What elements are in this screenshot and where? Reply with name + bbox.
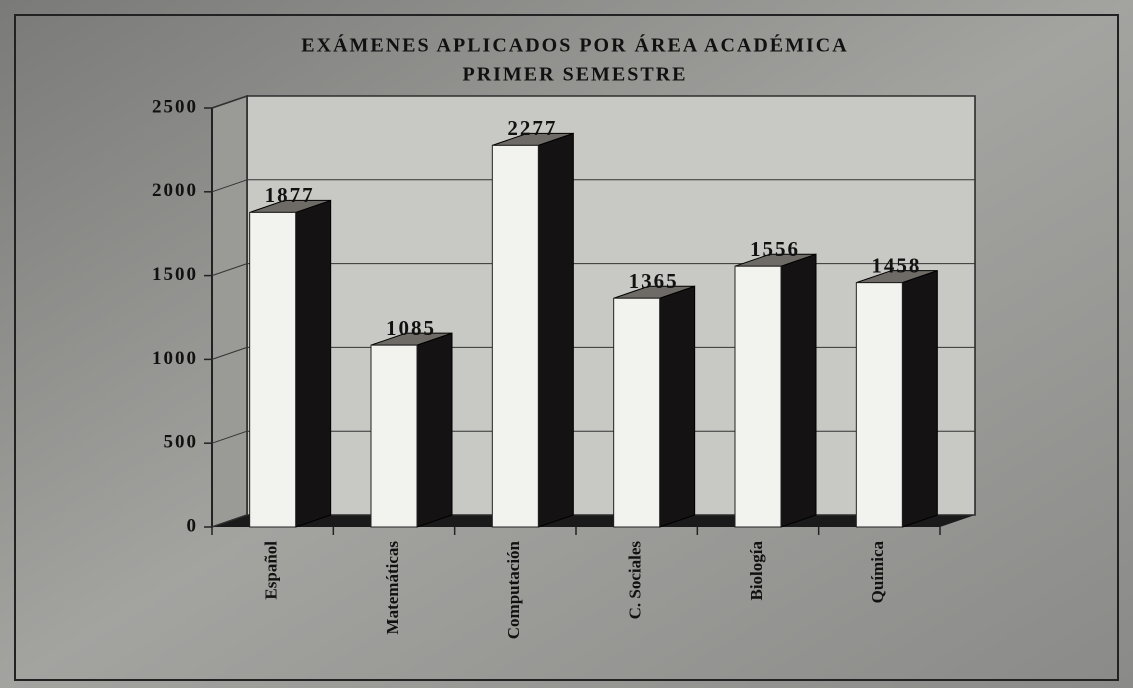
grid-line xyxy=(211,179,248,193)
data-label: 1458 xyxy=(871,253,921,277)
data-label: 1085 xyxy=(386,316,436,340)
data-label: 1365 xyxy=(629,269,679,293)
chart-title: EXÁMENES APLICADOS POR ÁREA ACADÉMICA xyxy=(301,34,848,57)
x-tick-label: Biología xyxy=(747,541,766,601)
chart-subtitle: PRIMER SEMESTRE xyxy=(462,64,687,86)
x-tick-label: Química xyxy=(868,541,887,604)
bar-side xyxy=(295,199,332,528)
data-label: 2277 xyxy=(507,116,557,140)
data-label: 1556 xyxy=(750,237,800,261)
data-label: 1877 xyxy=(265,183,315,207)
x-tick-label: Matemáticas xyxy=(383,541,402,635)
bar xyxy=(491,144,539,528)
bar-side xyxy=(537,132,574,528)
bar xyxy=(613,297,661,528)
grid-line xyxy=(211,263,248,277)
bar-side xyxy=(416,332,453,528)
bar xyxy=(249,211,297,528)
chart-frame xyxy=(14,14,1119,681)
grid-line xyxy=(211,514,248,528)
bar xyxy=(855,282,903,528)
grid-line xyxy=(211,95,248,109)
x-tick-label: C. Sociales xyxy=(626,541,645,620)
side-wall xyxy=(211,94,248,529)
bar xyxy=(734,265,782,528)
bar-side xyxy=(901,269,938,528)
y-tick-label: 0 xyxy=(187,515,199,536)
grid-line xyxy=(211,346,248,360)
bar xyxy=(370,344,418,528)
y-tick-label: 500 xyxy=(164,432,199,453)
x-tick-label: Computación xyxy=(504,540,523,639)
y-tick-label: 2500 xyxy=(152,96,198,117)
x-tick-label: Español xyxy=(262,541,281,600)
grid-line xyxy=(211,430,248,444)
bar-side xyxy=(659,285,696,528)
y-tick-label: 2000 xyxy=(152,180,198,201)
y-tick-label: 1000 xyxy=(152,348,198,369)
y-tick-label: 1500 xyxy=(152,264,198,285)
bar-side xyxy=(780,253,817,528)
